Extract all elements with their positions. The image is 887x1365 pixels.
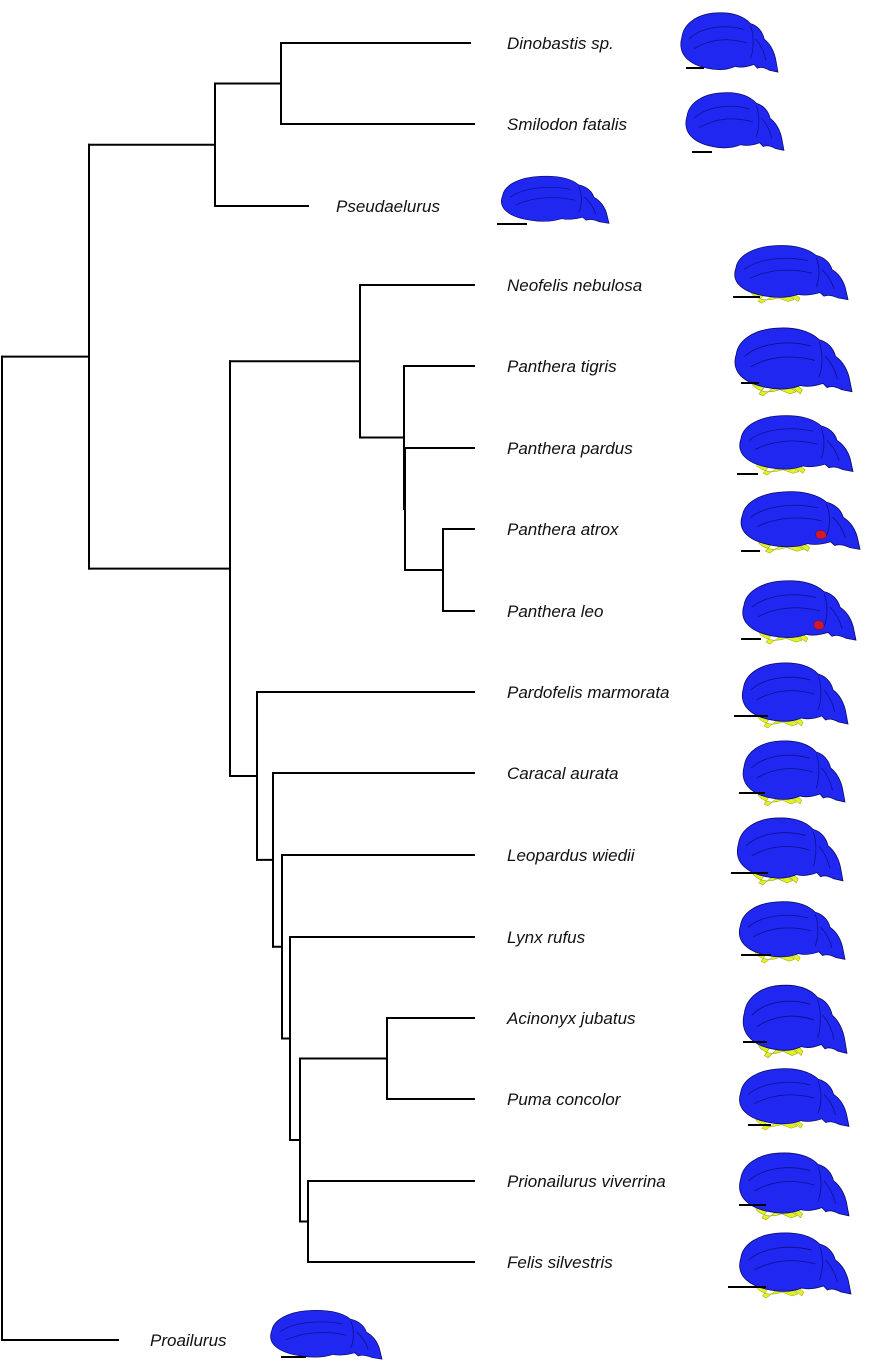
taxon-label-prionailurus: Prionailurus viverrina — [507, 1172, 666, 1191]
brain-dinobastis — [680, 12, 779, 73]
taxon-label-pseudaelurus: Pseudaelurus — [336, 197, 440, 216]
taxon-label-pardus: Panthera pardus — [507, 439, 633, 458]
brain-smilodon — [685, 92, 785, 151]
brain-illustrations — [270, 12, 861, 1360]
brain-sulcus-lines — [279, 1320, 369, 1350]
brain-sulcus-lines — [747, 913, 833, 949]
brain-pseudaelurus — [500, 175, 610, 224]
taxon-label-puma: Puma concolor — [507, 1090, 622, 1109]
brain-hemisphere-shape — [739, 1152, 850, 1217]
taxon-labels: Dinobastis sp. Smilodon fatalis Pseudaelur… — [150, 34, 670, 1350]
brain-sulcus-lines — [693, 104, 773, 140]
brain-sulcus-lines — [743, 257, 835, 290]
brain-leo — [742, 580, 857, 645]
brain-sulcus-lines — [509, 186, 597, 215]
highlight-region-shape — [813, 620, 825, 630]
taxon-label-caracal: Caracal aurata — [507, 764, 619, 783]
brain-sulcus-lines — [744, 341, 838, 380]
brain-puma — [739, 1068, 850, 1131]
brain-proailurus — [270, 1309, 383, 1360]
brain-hemisphere-shape — [270, 1309, 383, 1360]
brain-hemisphere-shape — [742, 984, 848, 1054]
brain-sulcus-lines — [748, 1080, 836, 1116]
taxon-label-tigris: Panthera tigris — [507, 357, 617, 376]
brain-hemisphere-shape — [734, 245, 849, 301]
taxon-label-felis: Felis silvestris — [507, 1253, 613, 1272]
brain-hemisphere-shape — [685, 92, 785, 151]
brain-sulcus-lines — [745, 831, 831, 869]
brain-pardus — [739, 415, 854, 476]
brain-hemisphere-shape — [738, 901, 846, 960]
taxon-label-smilodon: Smilodon fatalis — [507, 115, 628, 134]
brain-sulcus-lines — [750, 675, 836, 713]
brain-neofelis — [734, 245, 849, 304]
taxon-label-dinobastis: Dinobastis sp. — [507, 34, 614, 53]
brain-sulcus-lines — [751, 753, 833, 791]
brain-sulcus-lines — [751, 999, 835, 1041]
brain-hemisphere-shape — [739, 1232, 852, 1295]
brain-leopardus — [736, 817, 844, 886]
brain-lynx — [738, 901, 846, 964]
brain-sulcus-lines — [688, 25, 767, 61]
brain-hemisphere-shape — [680, 12, 779, 73]
brain-sulcus-lines — [748, 1166, 836, 1204]
taxon-label-atrox: Panthera atrox — [507, 520, 619, 539]
brain-prionailurus — [739, 1152, 850, 1221]
taxon-label-lynx: Lynx rufus — [507, 928, 586, 947]
brain-hemisphere-shape — [739, 415, 854, 472]
taxon-label-pardofelis: Pardofelis marmorata — [507, 683, 670, 702]
brain-hemisphere-shape — [500, 175, 610, 224]
brain-pardofelis — [741, 662, 849, 729]
tree-branches — [1, 42, 475, 1341]
taxon-label-leopardus: Leopardus wiedii — [507, 846, 636, 865]
taxon-label-acinonyx: Acinonyx jubatus — [506, 1009, 636, 1028]
taxon-label-proailurus: Proailurus — [150, 1331, 227, 1350]
taxon-label-neofelis: Neofelis nebulosa — [507, 276, 642, 295]
brain-sulcus-lines — [748, 1245, 838, 1283]
brain-hemisphere-shape — [742, 740, 846, 803]
brain-sulcus-lines — [748, 427, 840, 461]
brain-tigris — [734, 327, 853, 397]
brain-sulcus-lines — [751, 593, 843, 629]
brain-hemisphere-shape — [739, 1068, 850, 1127]
highlight-region-shape — [815, 530, 827, 540]
brain-hemisphere-shape — [742, 580, 857, 641]
brain-caracal — [742, 740, 846, 807]
brain-hemisphere-shape — [736, 817, 844, 882]
brain-acinonyx — [742, 984, 848, 1059]
brain-felis — [739, 1232, 852, 1299]
brain-hemisphere-shape — [740, 491, 861, 550]
brain-atrox — [740, 491, 861, 554]
brain-sulcus-lines — [750, 503, 846, 539]
taxon-label-leo: Panthera leo — [507, 602, 603, 621]
brain-hemisphere-shape — [741, 662, 849, 725]
